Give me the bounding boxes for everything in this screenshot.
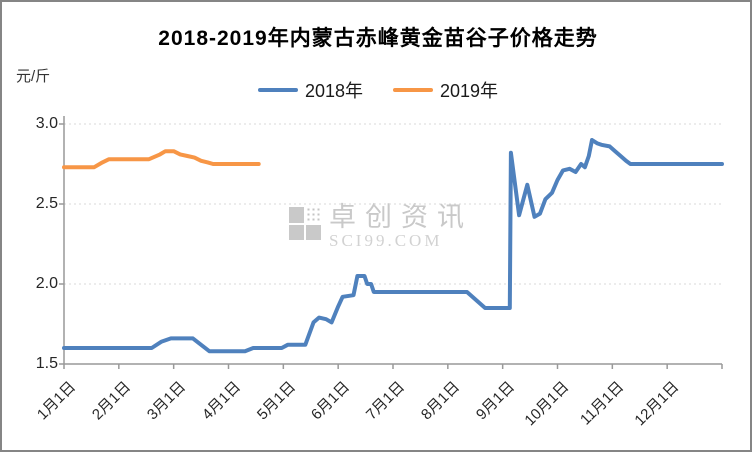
series-line-2018年 [62, 138, 724, 354]
y-axis-label: 2.5 [35, 195, 58, 212]
legend-item-2019: 2019年 [393, 77, 498, 103]
legend-item-2018: 2018年 [257, 77, 363, 103]
y-axis-label: 1.5 [35, 355, 58, 372]
y-axis-unit-label: 元/斤 [16, 68, 51, 85]
legend-swatch-2018-icon [257, 88, 298, 92]
y-axis-label: 2.0 [35, 275, 58, 292]
y-axis-label: 3.0 [35, 115, 58, 132]
legend-label-2019: 2019年 [440, 81, 499, 101]
legend-label-2018: 2018年 [304, 81, 363, 101]
legend: 2018年 2019年 [2, 77, 750, 103]
series-line-2019年 [62, 149, 261, 170]
chart-title: 2018-2019年内蒙古赤峰黄金苗谷子价格走势 [158, 27, 598, 50]
legend-swatch-2019-icon [393, 88, 433, 92]
